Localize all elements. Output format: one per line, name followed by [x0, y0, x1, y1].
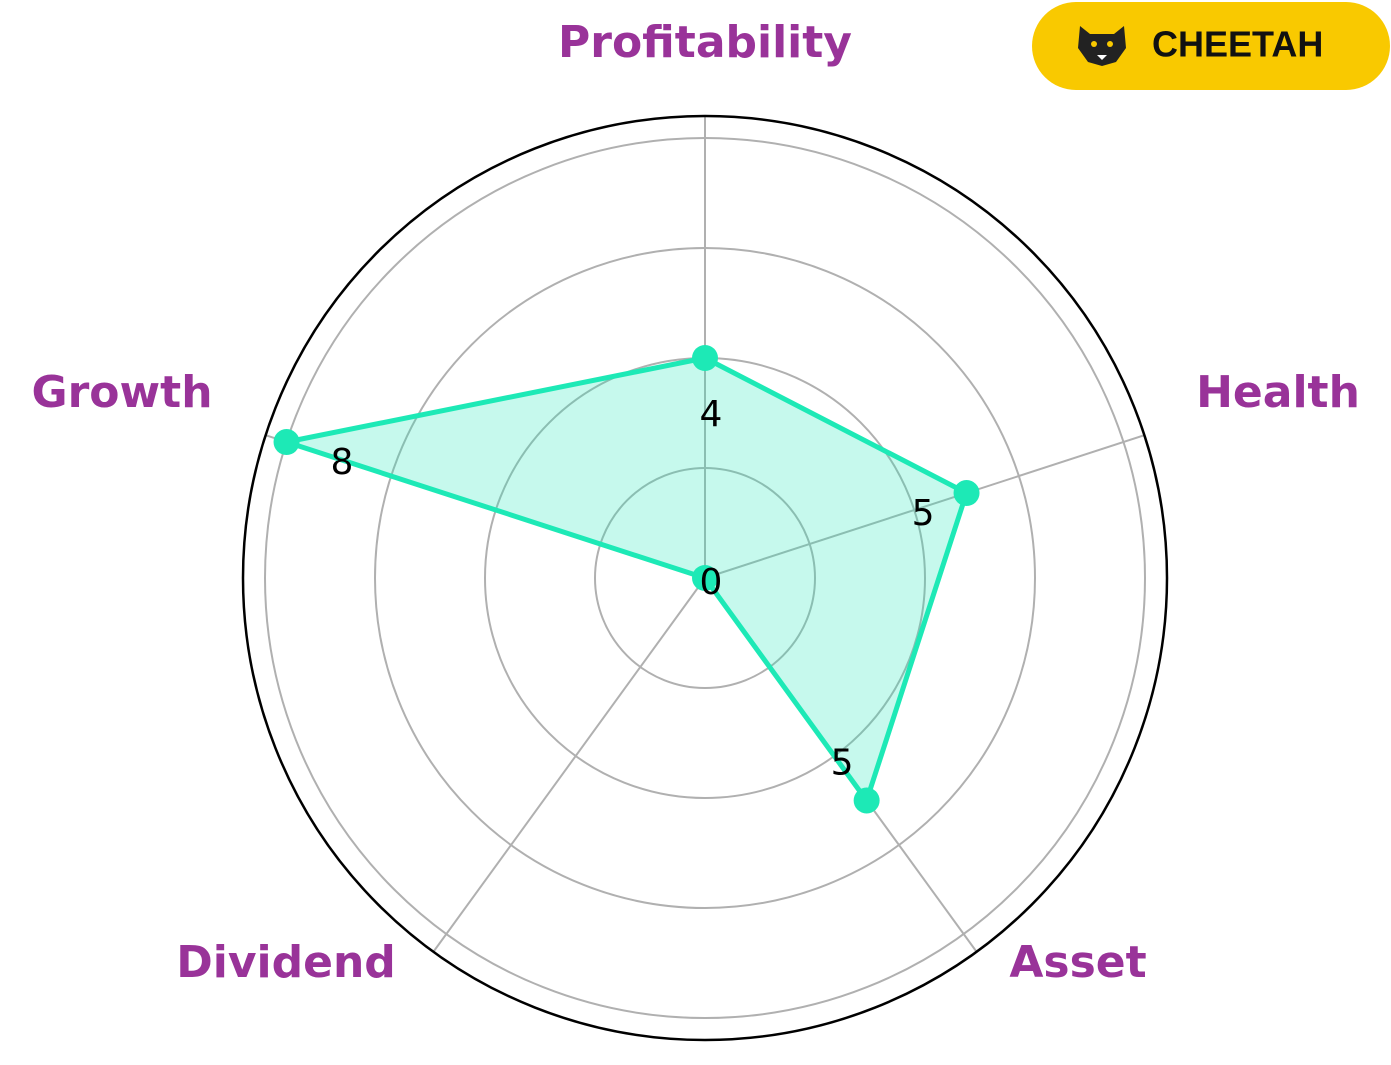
category-label: Health — [1196, 367, 1360, 418]
category-label: Dividend — [176, 937, 396, 988]
category-label: Profitability — [558, 17, 852, 68]
value-label: 8 — [331, 442, 354, 483]
category-label: Growth — [31, 367, 212, 418]
data-point — [853, 787, 880, 814]
data-point — [953, 480, 980, 507]
data-point — [692, 345, 718, 371]
data-point — [692, 565, 718, 591]
outer-frame — [241, 114, 1169, 1042]
value-label: 0 — [700, 562, 723, 603]
value-label: 5 — [912, 493, 935, 534]
cheetah-icon — [1078, 26, 1126, 66]
data-point — [273, 429, 300, 456]
badge: CHEETAH — [1032, 2, 1390, 90]
badge-label: CHEETAH — [1152, 24, 1323, 65]
series-area — [286, 358, 967, 801]
series-line — [284, 355, 969, 803]
value-label: 5 — [831, 742, 854, 783]
spoke — [704, 434, 1145, 579]
spoke — [432, 577, 706, 953]
value-label: 4 — [700, 394, 723, 435]
badge-background — [1032, 2, 1390, 90]
category-label: Asset — [1009, 937, 1146, 988]
